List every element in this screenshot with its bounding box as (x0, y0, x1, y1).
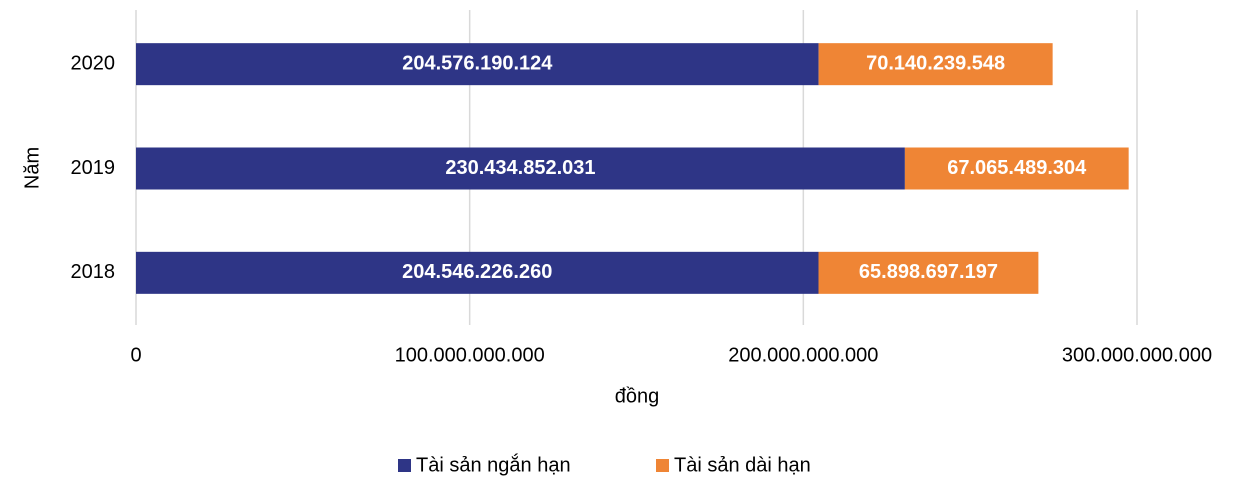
y-tick-label: 2018 (71, 261, 116, 283)
bar-segment (818, 251, 1039, 294)
legend-swatch (656, 459, 669, 472)
bar-segment (818, 43, 1053, 86)
x-axis-title: đồng (615, 385, 660, 407)
y-tick-label: 2019 (71, 157, 116, 179)
bar-segment (136, 147, 905, 190)
data-label: 65.898.697.197 (859, 261, 998, 283)
data-label: 204.546.226.260 (402, 261, 552, 283)
x-tick-label: 200.000.000.000 (728, 344, 878, 366)
y-tick-label: 2020 (71, 52, 116, 74)
bar-segment (904, 147, 1129, 190)
data-label: 70.140.239.548 (866, 52, 1005, 74)
x-tick-label: 300.000.000.000 (1062, 344, 1212, 366)
x-tick-label: 100.000.000.000 (395, 344, 545, 366)
legend-swatch (398, 459, 411, 472)
data-label: 230.434.852.031 (445, 157, 595, 179)
x-tick-label: 0 (130, 344, 141, 366)
legend-label: Tài sản dài hạn (674, 454, 811, 476)
y-axis-title: Năm (21, 147, 43, 189)
bar-segment (136, 251, 819, 294)
bar-segment (136, 43, 819, 86)
legend-label: Tài sản ngắn hạn (416, 453, 571, 476)
data-label: 204.576.190.124 (402, 52, 553, 74)
data-label: 67.065.489.304 (947, 157, 1087, 179)
